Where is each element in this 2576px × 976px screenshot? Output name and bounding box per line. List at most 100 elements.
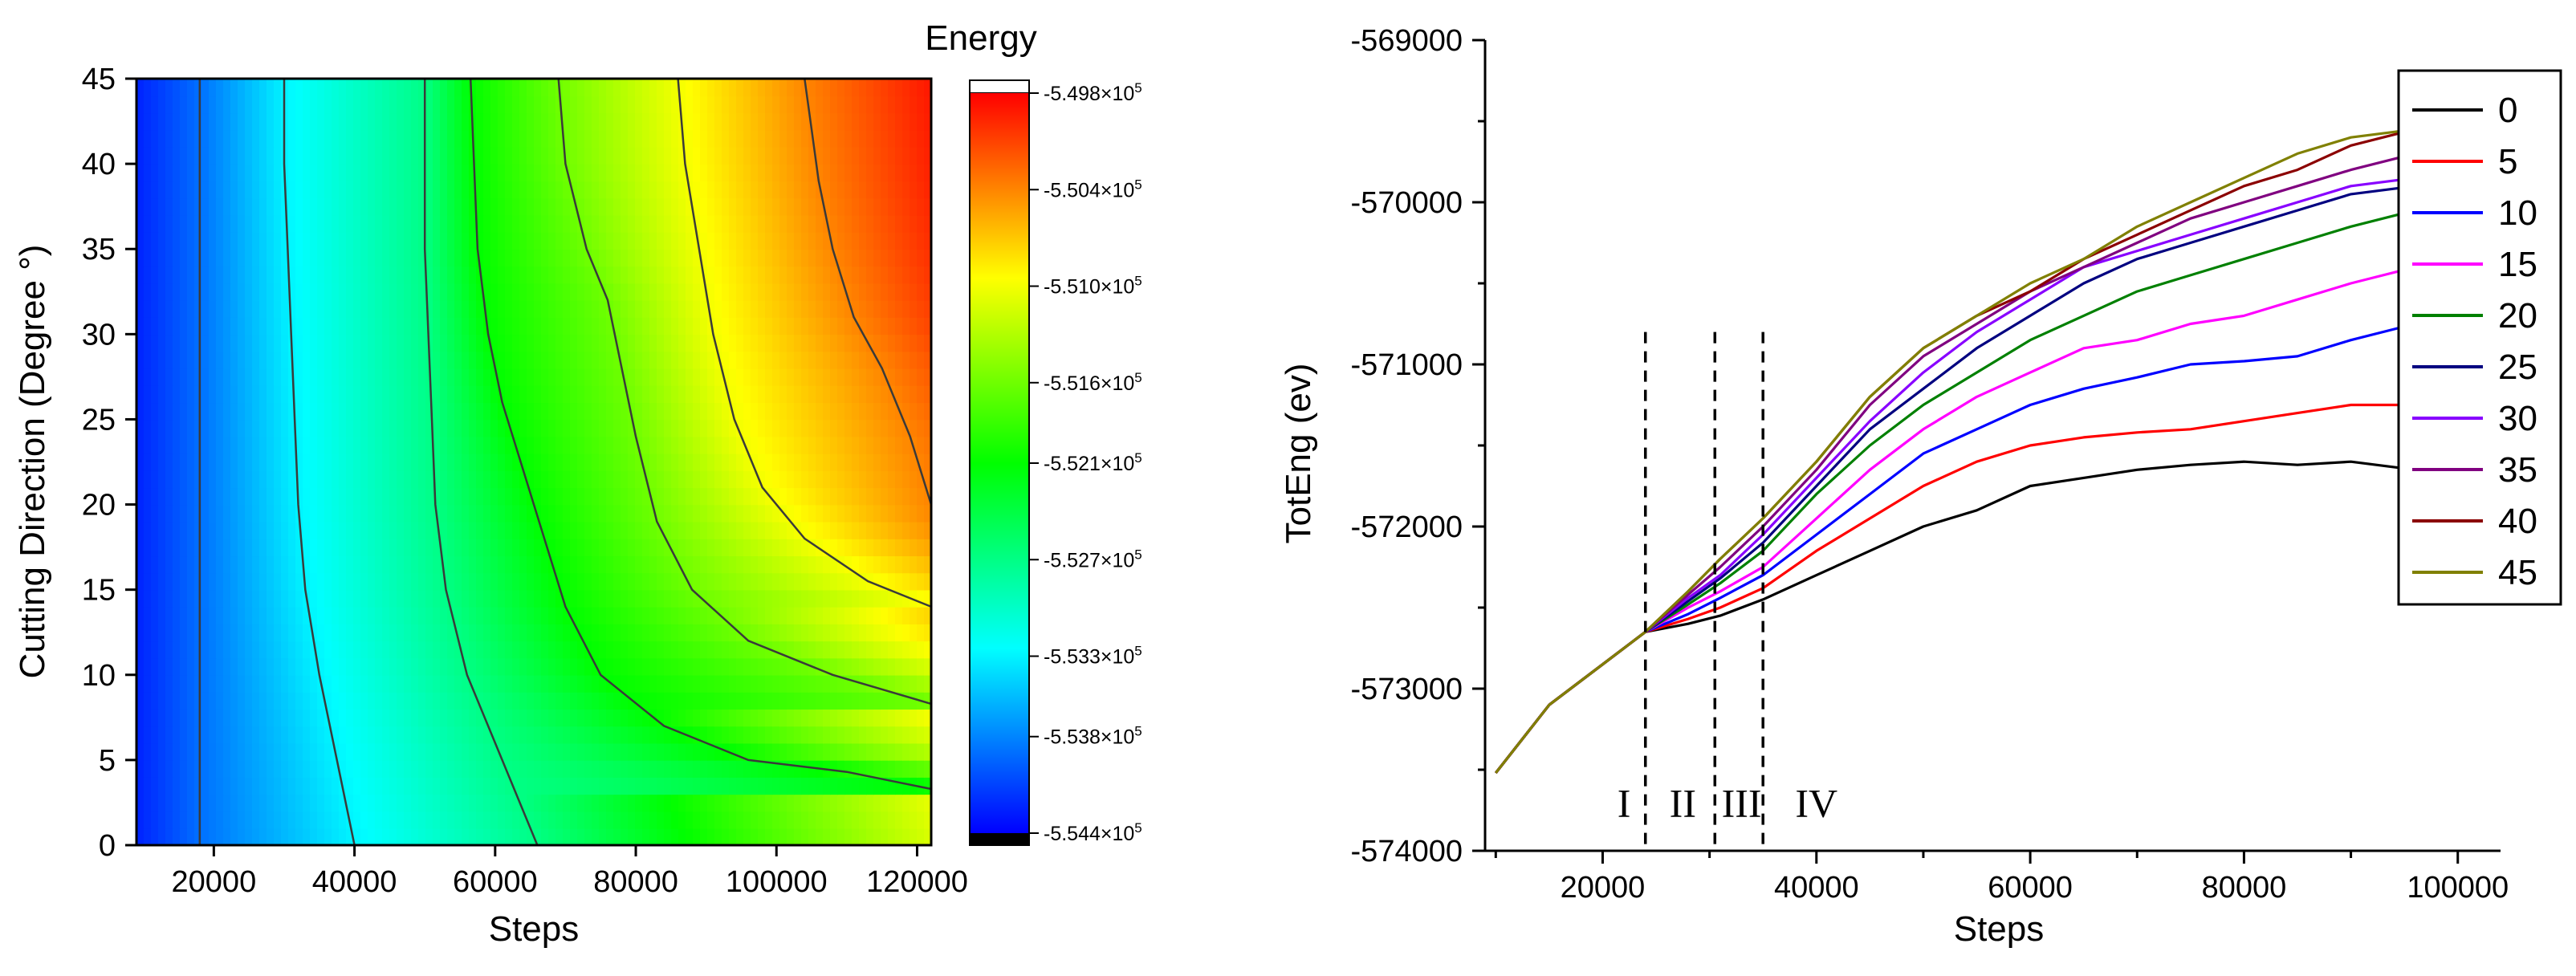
contour-cell [707, 658, 715, 676]
contour-cell [440, 828, 448, 846]
contour-cell [649, 198, 657, 216]
contour-cell [794, 640, 802, 658]
contour-cell [368, 590, 376, 608]
contour-cell [808, 317, 816, 335]
contour-cell [238, 198, 246, 216]
contour-cell [281, 539, 289, 556]
contour-cell [158, 334, 166, 352]
contour-cell [671, 539, 679, 556]
contour-cell [787, 709, 795, 726]
contour-cell [382, 385, 390, 403]
contour-cell [592, 198, 600, 216]
contour-cell [714, 505, 722, 523]
contour-cell [816, 453, 824, 471]
contour-cell [389, 283, 397, 301]
contour-cell [743, 555, 751, 573]
contour-cell [707, 181, 715, 198]
contour-cell [252, 590, 260, 608]
contour-cell [194, 96, 202, 113]
contour-cell [324, 760, 332, 778]
contour-cell [339, 317, 347, 335]
contour-cell [317, 96, 325, 113]
contour-cell [606, 249, 614, 266]
contour-cell [765, 522, 773, 539]
contour-cell [881, 811, 889, 829]
contour-cell [527, 317, 535, 335]
contour-cell [548, 112, 556, 130]
contour-cell [259, 147, 267, 165]
contour-cell [245, 743, 253, 761]
contour-cell [346, 215, 354, 233]
contour-cell [187, 249, 195, 266]
contour-cell [425, 539, 433, 556]
contour-cell [570, 385, 578, 403]
contour-cell [418, 522, 426, 539]
contour-cell [397, 147, 405, 165]
contour-cell [353, 368, 361, 386]
contour-cell [527, 130, 535, 148]
contour-cell [635, 198, 643, 216]
contour-cell [209, 283, 217, 301]
contour-cell [447, 249, 455, 266]
contour-cell [201, 470, 210, 488]
contour-cell [375, 743, 383, 761]
contour-cell [332, 283, 340, 301]
contour-cell [888, 607, 896, 624]
contour-cell [649, 215, 657, 233]
contour-cell [339, 743, 347, 761]
contour-cell [447, 96, 455, 113]
contour-cell [555, 215, 564, 233]
contour-cell [657, 572, 665, 590]
contour-cell [801, 385, 809, 403]
contour-cell [917, 300, 925, 318]
contour-cell [779, 352, 787, 369]
contour-cell [519, 572, 527, 590]
contour-cell [324, 79, 332, 96]
contour-cell [649, 539, 657, 556]
contour-cell [238, 743, 246, 761]
contour-cell [613, 300, 621, 318]
contour-cell [844, 402, 853, 420]
contour-cell [144, 624, 152, 641]
contour-cell [787, 828, 795, 846]
contour-cell [837, 522, 845, 539]
contour-cell [621, 522, 629, 539]
contour-cell [613, 743, 621, 761]
contour-cell [527, 760, 535, 778]
contour-cell [483, 522, 491, 539]
contour-cell [866, 470, 874, 488]
contour-cell [714, 453, 722, 471]
contour-cell [642, 743, 650, 761]
contour-cell [700, 79, 708, 96]
contour-cell [281, 828, 289, 846]
contour-cell [397, 794, 405, 811]
contour-cell [454, 692, 462, 710]
contour-cell [866, 198, 874, 216]
contour-cell [917, 590, 925, 608]
contour-cell [425, 709, 433, 726]
contour-cell [346, 352, 354, 369]
contour-cell [714, 266, 722, 283]
contour-cell [454, 675, 462, 693]
contour-cell [758, 453, 766, 471]
contour-cell [245, 590, 253, 608]
contour-cell [577, 794, 585, 811]
contour-cell [917, 760, 925, 778]
contour-cell [368, 112, 376, 130]
contour-cell [144, 692, 152, 710]
contour-cell [173, 215, 181, 233]
contour-cell [881, 79, 889, 96]
contour-cell [259, 352, 267, 369]
contour-cell [743, 640, 751, 658]
contour-cell [144, 640, 152, 658]
contour-cell [852, 402, 860, 420]
contour-cell [332, 112, 340, 130]
contour-cell [411, 607, 419, 624]
contour-cell [267, 266, 275, 283]
contour-cell [216, 607, 224, 624]
contour-cell [664, 777, 672, 795]
contour-cell [519, 607, 527, 624]
contour-cell [151, 352, 159, 369]
contour-cell [303, 317, 311, 335]
contour-cell [476, 79, 484, 96]
